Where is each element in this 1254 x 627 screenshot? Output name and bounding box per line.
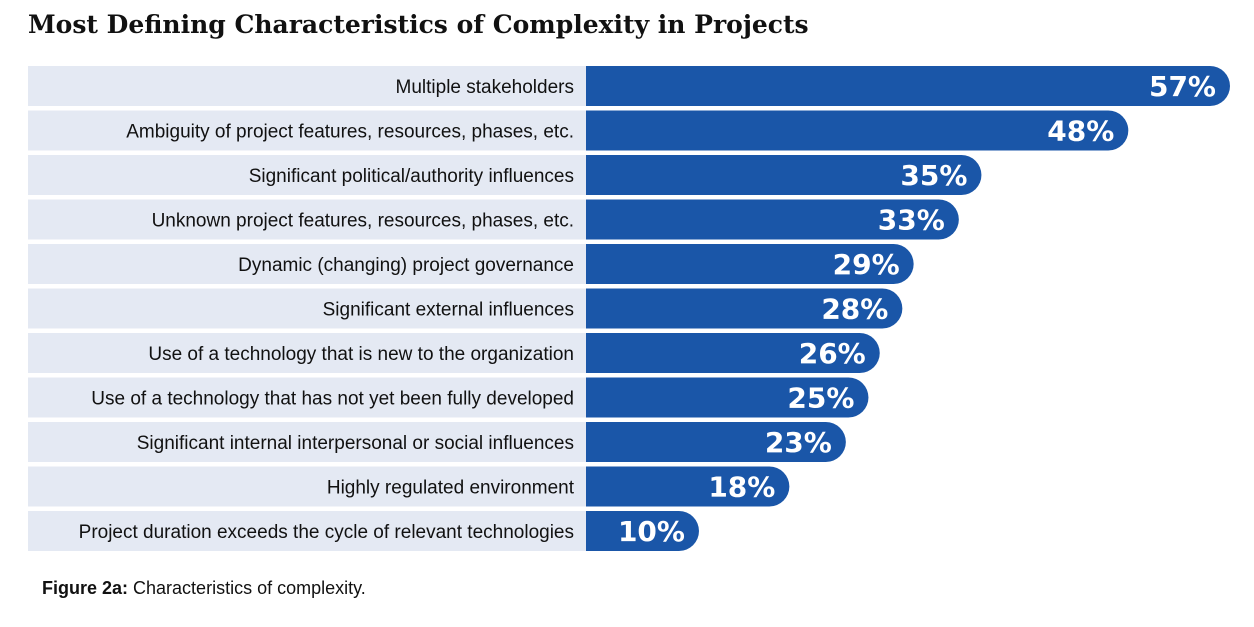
bar xyxy=(586,466,790,507)
category-band xyxy=(28,244,586,284)
category-band xyxy=(28,422,586,462)
category-label: Use of a technology that is new to the o… xyxy=(148,344,574,365)
category-label: Unknown project features, resources, pha… xyxy=(152,211,574,232)
bar-chart: Multiple stakeholders 57% Ambiguity of pro… xyxy=(28,66,1230,551)
value-label: 35% xyxy=(900,159,967,192)
bar xyxy=(586,422,846,462)
category-label: Significant external influences xyxy=(323,300,574,321)
caption-prefix: Figure 2a: xyxy=(42,578,129,598)
bar xyxy=(586,155,982,195)
category-band xyxy=(28,199,586,240)
value-label: 23% xyxy=(765,426,832,459)
category-label: Highly regulated environment xyxy=(327,478,575,499)
category-band xyxy=(28,466,586,507)
category-label: Project duration exceeds the cycle of re… xyxy=(79,522,574,543)
value-label: 57% xyxy=(1149,70,1216,103)
bar xyxy=(586,333,880,373)
category-band xyxy=(28,288,586,329)
value-label: 28% xyxy=(821,293,888,326)
category-band xyxy=(28,377,586,418)
category-band xyxy=(28,66,586,106)
value-label: 18% xyxy=(708,471,775,504)
bar xyxy=(586,199,959,240)
category-label: Multiple stakeholders xyxy=(396,77,574,98)
value-label: 10% xyxy=(618,515,685,548)
category-band xyxy=(28,511,586,551)
value-label: 26% xyxy=(799,337,866,370)
category-label: Significant internal interpersonal or so… xyxy=(137,433,574,454)
bar xyxy=(586,110,1129,151)
bar xyxy=(586,244,914,284)
value-label: 33% xyxy=(878,204,945,237)
chart-title: Most Defining Characteristics of Complex… xyxy=(28,10,809,39)
category-band xyxy=(28,333,586,373)
category-label: Ambiguity of project features, resources… xyxy=(126,122,574,143)
category-label: Significant political/authority influenc… xyxy=(249,166,574,187)
category-band xyxy=(28,110,586,151)
bar xyxy=(586,66,1230,106)
value-label: 48% xyxy=(1047,115,1114,148)
category-label: Dynamic (changing) project governance xyxy=(238,255,574,276)
figure-caption: Figure 2a: Characteristics of complexity… xyxy=(42,578,366,599)
category-band xyxy=(28,155,586,195)
bar xyxy=(586,288,903,329)
bar xyxy=(586,377,869,418)
bar xyxy=(586,511,699,551)
value-label: 25% xyxy=(787,382,854,415)
value-label: 29% xyxy=(833,248,900,281)
category-label: Use of a technology that has not yet bee… xyxy=(91,389,574,410)
caption-text: Characteristics of complexity. xyxy=(128,578,366,598)
